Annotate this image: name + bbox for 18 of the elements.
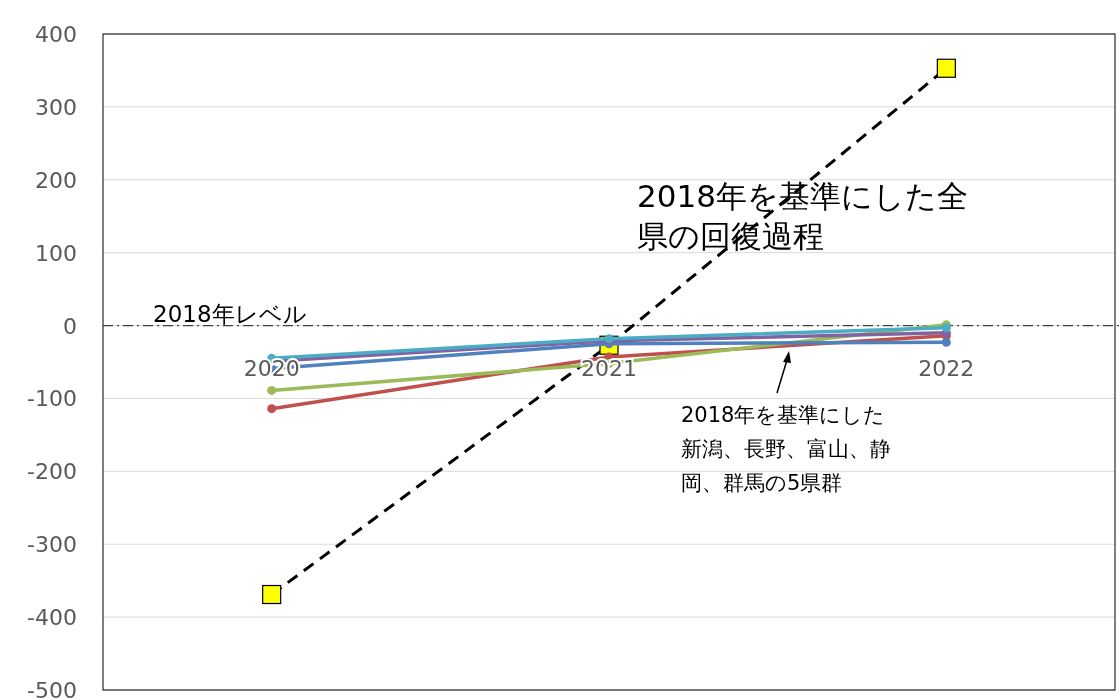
y-tick-label: 300 [35,94,77,120]
point [262,584,282,605]
y-tick-label: 0 [63,313,77,339]
y-tick-label: -400 [27,605,77,631]
y-tick-label: -300 [27,532,77,558]
point [267,385,277,395]
point [267,404,277,414]
ref-line-label: 2018年レベル [153,300,307,327]
annotation: 2018年を基準にした新潟、長野、富山、静岡、群馬の5県群 [681,403,891,495]
y-tick-label: -200 [27,459,77,485]
x-tick-label: 2022 [918,355,975,381]
y-tick-label: 400 [35,22,77,47]
y-tick-label: 200 [35,167,77,193]
point [941,337,951,347]
point [936,58,956,78]
y-tick-label: 100 [35,240,77,266]
y-tick-label: -500 [27,678,77,700]
y-tick-label: -100 [27,386,77,412]
